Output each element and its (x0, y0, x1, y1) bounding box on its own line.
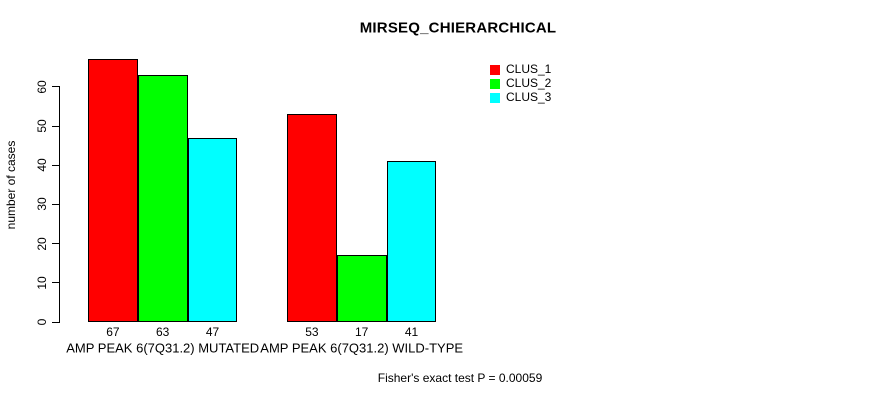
legend-swatch-icon (490, 64, 500, 75)
bar-clus_3-group2 (386, 161, 437, 322)
y-tick-mark (52, 125, 60, 127)
bar-clus_1-group1 (88, 59, 138, 322)
legend-item-clus_3: CLUS_3 (490, 91, 551, 104)
bar-clus_1-group2 (287, 114, 337, 322)
y-tick-mark (52, 321, 60, 323)
group-label: AMP PEAK 6(7Q31.2) MUTATED (66, 340, 260, 356)
bar-clus_3-group1 (187, 137, 238, 322)
y-axis-title: number of cases (4, 140, 18, 230)
bar-clus_2-group2 (336, 255, 387, 322)
legend-label: CLUS_1 (506, 62, 552, 76)
y-tick-label: 60 (35, 80, 49, 94)
y-tick-mark (52, 86, 60, 88)
bar-clus_2-group1 (137, 75, 188, 322)
y-tick-label: 30 (35, 197, 49, 212)
y-tick-mark (52, 243, 60, 245)
legend-label: CLUS_3 (506, 90, 552, 104)
chart-title: MIRSEQ_CHIERARCHICAL (359, 19, 557, 37)
legend-item-clus_2: CLUS_2 (490, 77, 551, 90)
bar-value-label: 47 (205, 325, 220, 339)
fisher-test-annotation: Fisher's exact test P = 0.00059 (377, 371, 543, 385)
legend: CLUS_1 CLUS_2 CLUS_3 (490, 63, 551, 105)
legend-label: CLUS_2 (506, 76, 552, 90)
bar-value-label: 53 (305, 325, 319, 339)
legend-swatch-icon (490, 92, 500, 103)
y-tick-mark (52, 282, 60, 284)
legend-swatch-icon (490, 78, 500, 89)
bar-value-label: 17 (355, 325, 369, 339)
y-tick-label: 20 (35, 236, 49, 251)
legend-item-clus_1: CLUS_1 (490, 63, 551, 76)
y-tick-label: 50 (35, 119, 49, 133)
group-label: AMP PEAK 6(7Q31.2) WILD-TYPE (260, 340, 464, 356)
y-tick-mark (52, 203, 60, 205)
bar-value-label: 41 (404, 325, 419, 339)
y-tick-mark (52, 164, 60, 166)
y-tick-label: 10 (35, 276, 49, 290)
y-tick-label: 40 (35, 158, 49, 172)
bar-value-label: 67 (106, 325, 120, 339)
y-tick-label: 0 (35, 318, 49, 326)
bar-value-label: 63 (156, 325, 170, 339)
